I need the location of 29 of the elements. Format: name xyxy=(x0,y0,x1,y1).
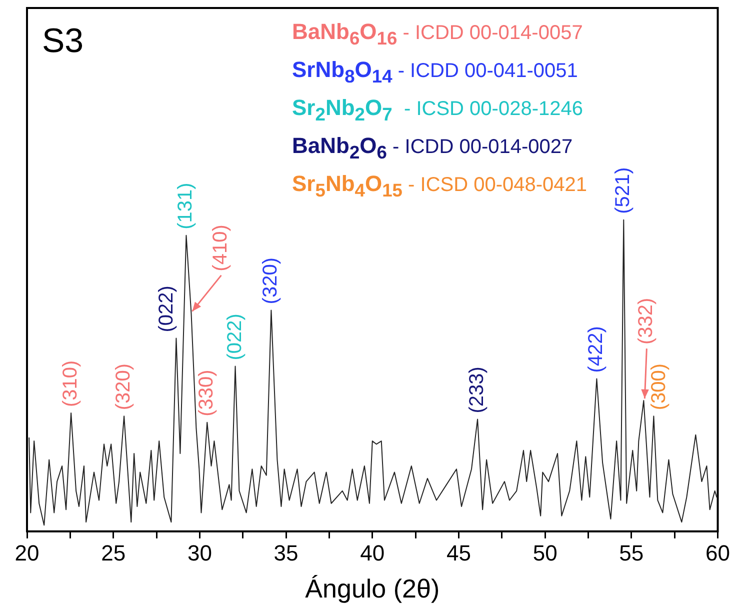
x-tick-label: 55 xyxy=(619,540,644,566)
annotation: (310) xyxy=(60,360,82,408)
text: BaNb$_{2}$O$_{6}$ - ICDD 00-014-0027 xyxy=(292,133,573,162)
x-tick-label: 50 xyxy=(532,540,558,566)
x-tick-label: 25 xyxy=(101,540,126,566)
annotation: (131) xyxy=(174,182,197,230)
annotation: (332) xyxy=(635,298,658,345)
text: Sr$_{2}$Nb$_{2}$O$_{7}$ - ICSD 00-028-1246 xyxy=(292,95,583,124)
x-axis-title: Ángulo (2θ) xyxy=(305,574,440,604)
x-tick-label: 60 xyxy=(706,540,730,566)
annotation: (320) xyxy=(260,258,282,304)
annotation: (300) xyxy=(648,363,670,410)
text: Sr$_{5}$Nb$_{4}$O$_{15}$ - ICSD 00-048-0421 xyxy=(292,171,588,200)
text: S3 xyxy=(42,22,84,61)
annotation: (521) xyxy=(612,167,634,214)
annotation: (022) xyxy=(156,286,178,332)
x-tick-label: 35 xyxy=(274,540,298,566)
annotation: (320) xyxy=(112,363,135,410)
x-tick-label: 20 xyxy=(14,540,40,566)
annotation: (422) xyxy=(585,326,608,373)
annotation: (410) xyxy=(210,224,232,272)
text: BaNb$_{6}$O$_{16}$ - ICDD 00-014-0057 xyxy=(292,19,583,48)
x-tick-label: 45 xyxy=(446,540,471,566)
text: SrNb$_{8}$O$_{14}$ - ICDD 00-041-0051 xyxy=(292,57,578,86)
x-tick-label: 40 xyxy=(360,540,385,566)
annotation: (022) xyxy=(224,314,246,360)
x-tick-label: 30 xyxy=(187,540,212,566)
annotation: (330) xyxy=(196,370,218,416)
annotation: (233) xyxy=(466,366,488,414)
